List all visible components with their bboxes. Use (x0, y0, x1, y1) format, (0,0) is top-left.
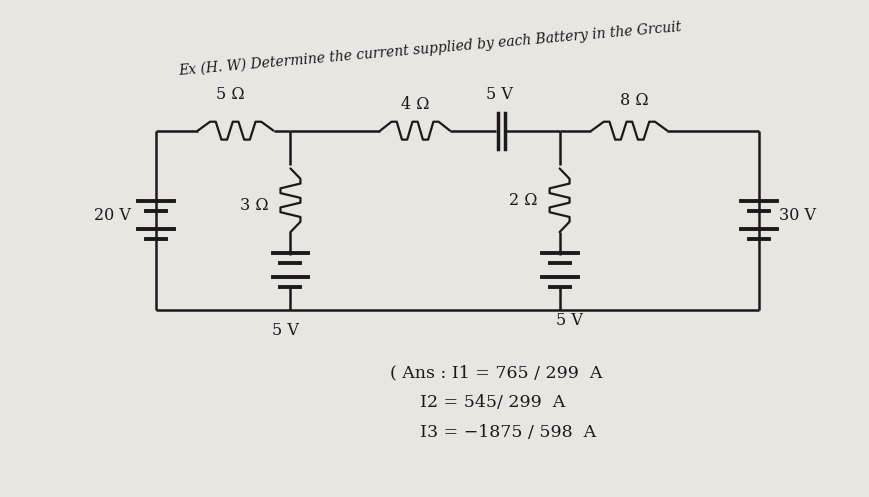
Text: 20 V: 20 V (94, 207, 131, 224)
Text: I3 = −1875 / 598  A: I3 = −1875 / 598 A (420, 424, 595, 441)
Text: 5 V: 5 V (272, 322, 299, 338)
Text: 2 Ω: 2 Ω (508, 192, 537, 209)
Text: 5 V: 5 V (555, 312, 582, 329)
Text: Ex (H. W) Determine the current supplied by each Battery in the Grcuit: Ex (H. W) Determine the current supplied… (177, 19, 681, 78)
Text: I2 = 545/ 299  A: I2 = 545/ 299 A (420, 394, 565, 411)
Text: 3 Ω: 3 Ω (240, 197, 269, 214)
Text: 5 V: 5 V (486, 86, 513, 103)
Text: 30 V: 30 V (778, 207, 815, 224)
Text: ( Ans : I1 = 765 / 299  A: ( Ans : I1 = 765 / 299 A (389, 364, 602, 381)
Text: 8 Ω: 8 Ω (620, 92, 648, 109)
Text: 5 Ω: 5 Ω (216, 86, 245, 103)
Text: 4 Ω: 4 Ω (401, 96, 428, 113)
